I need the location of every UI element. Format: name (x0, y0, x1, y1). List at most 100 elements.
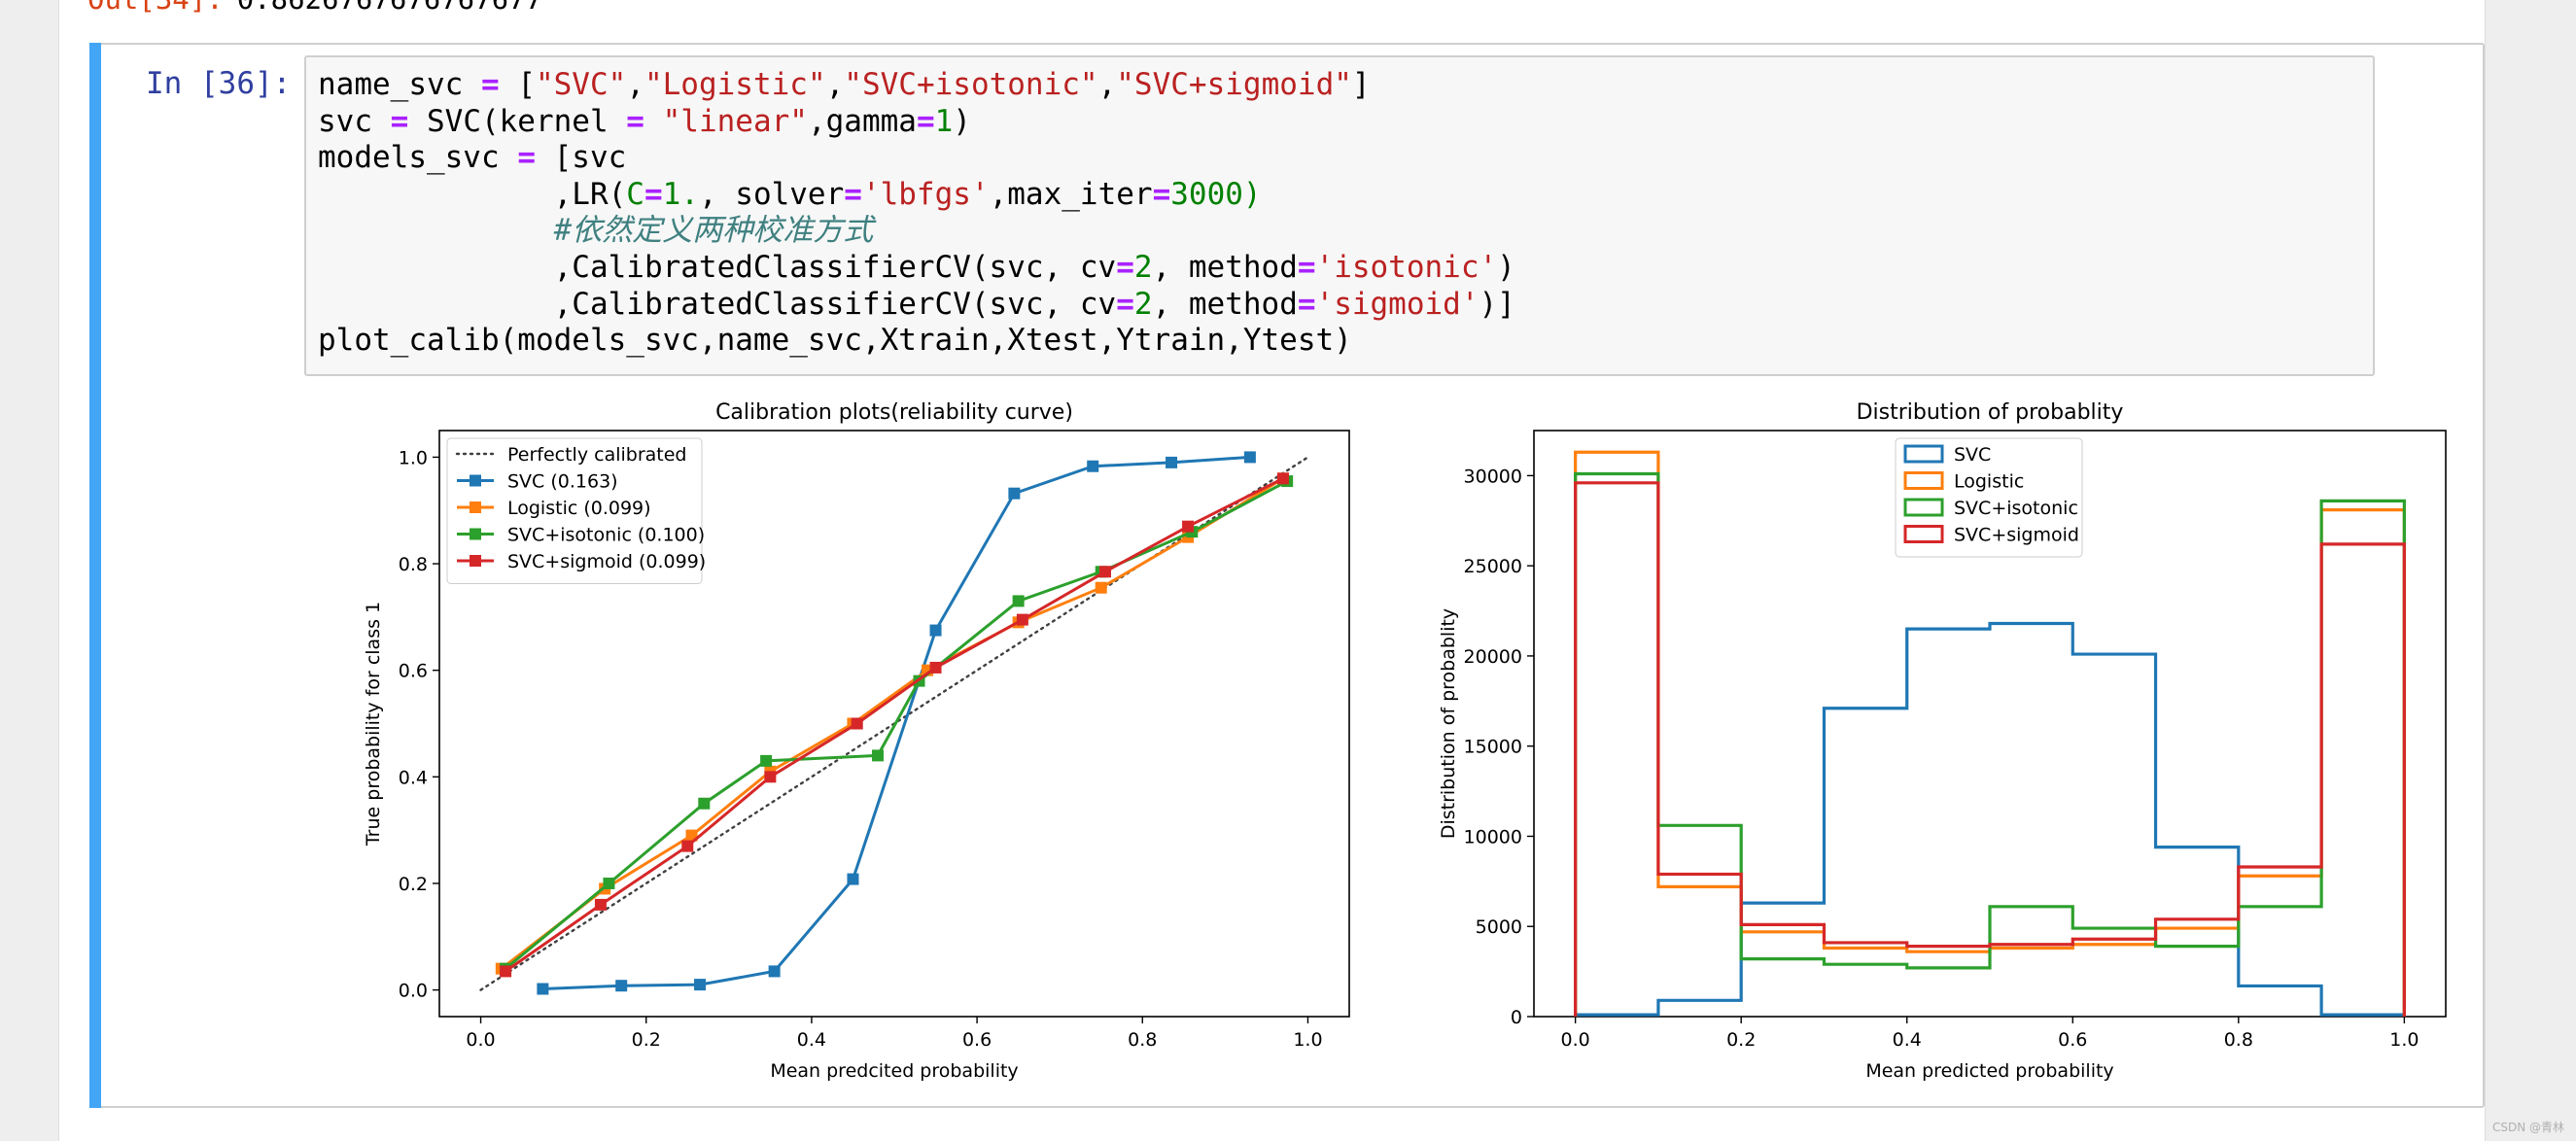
series-marker (1016, 613, 1028, 626)
histogram-series (1574, 471, 2406, 1017)
code-token: ,max_iter (989, 176, 1153, 212)
code-token: name_svc (318, 67, 481, 102)
code-token: , (825, 67, 845, 102)
histogram-series (1574, 621, 2406, 1017)
code-token: = (480, 67, 500, 102)
code-line: ,LR(C=1., solver='lbfgs',max_iter=3000) (318, 177, 1515, 214)
series-marker (1276, 472, 1289, 485)
code-token: 3000) (1170, 176, 1262, 212)
series-marker (1095, 581, 1107, 594)
y-tick-label: 0.2 (399, 874, 428, 895)
code-token: , (626, 67, 644, 102)
legend-marker (470, 474, 481, 487)
code-token: = (1297, 286, 1316, 322)
code-token: = (626, 103, 644, 139)
code-token: = (1297, 249, 1316, 285)
code-token: models_svc (318, 140, 518, 176)
x-tick-label: 0.6 (962, 1029, 992, 1051)
code-token: = (1116, 249, 1134, 285)
legend-marker (470, 528, 481, 540)
y-tick-label: 20000 (1464, 646, 1522, 668)
legend-swatch (1903, 498, 1944, 517)
legend-entry: SVC+isotonic (0.100) (507, 525, 705, 546)
series-marker (1087, 460, 1099, 472)
chart-1: Distribution of probablity Mean predicted… (1438, 400, 2447, 1082)
code-token: "SVC+isotonic" (844, 67, 1098, 102)
code-token: , method (1152, 249, 1298, 285)
code-token: = (1116, 286, 1134, 322)
legend-swatch (1903, 471, 1944, 490)
series-marker (537, 983, 549, 995)
series-marker (929, 624, 942, 637)
watermark: CSDN @青林 (2491, 1121, 2564, 1134)
legend-swatch (1903, 525, 1944, 543)
code-token: SVC(kernel (408, 103, 627, 139)
code-token: #依然定义两种校准方式 (553, 213, 874, 249)
series-line (542, 455, 1250, 990)
previous-output-label: Out[34]: (87, 0, 224, 16)
code-line: ,CalibratedClassifierCV(svc, cv=2, metho… (318, 250, 1515, 287)
legend-entry: Logistic (1954, 471, 2024, 493)
y-tick-label: 0.8 (399, 554, 428, 575)
x-tick-label: 0.0 (466, 1029, 495, 1051)
x-tick-label: 1.0 (2389, 1029, 2419, 1051)
code-token: = (844, 176, 862, 212)
code-token: = (1152, 176, 1171, 212)
series-marker (1012, 595, 1025, 607)
chart-legend: Perfectly calibrated SVC (0.163) Logistic … (446, 437, 706, 584)
series-marker (768, 965, 781, 978)
y-tick-label: 1.0 (399, 447, 428, 468)
legend-entry: SVC+sigmoid (0.099) (507, 551, 706, 572)
legend-entry: SVC (1954, 444, 1991, 466)
y-tick-label: 0 (1511, 1007, 1522, 1028)
x-tick-label: 0.6 (2058, 1029, 2087, 1051)
code-token: [ (499, 67, 536, 102)
previous-output-value: 0.8626767676767677 (237, 0, 542, 16)
code-token: 2 (1133, 286, 1153, 322)
code-line: ,CalibratedClassifierCV(svc, cv=2, metho… (318, 287, 1515, 324)
code-token: "linear" (662, 103, 808, 139)
legend-entry: SVC+sigmoid (1954, 525, 2079, 546)
code-text[interactable]: name_svc = ["SVC","Logistic","SVC+isoton… (318, 67, 1515, 360)
x-tick-label: 0.4 (1893, 1029, 1922, 1051)
y-tick-label: 10000 (1464, 826, 1522, 847)
x-tick-label: 0.2 (1726, 1029, 1756, 1051)
code-line: models_svc = [svc (318, 140, 1515, 177)
code-line: #依然定义两种校准方式 (318, 213, 1515, 250)
code-token: = (390, 103, 409, 139)
x-tick-label: 0.0 (1561, 1029, 1590, 1051)
previous-output: Out[34]: 0.8626767676767677 (87, 0, 542, 16)
chart-legend: SVC Logistic SVC+isotonic SVC+sigmoid (1895, 437, 2083, 558)
code-editor[interactable]: name_svc = ["SVC","Logistic","SVC+isoton… (304, 55, 2375, 376)
code-token: = (517, 140, 536, 176)
code-line: plot_calib(models_svc,name_svc,Xtrain,Xt… (318, 323, 1515, 360)
code-token: svc (318, 103, 391, 139)
series-line (505, 476, 1284, 973)
code-token: ) (953, 103, 971, 139)
series-marker (1166, 456, 1178, 468)
code-token: 1. (662, 176, 699, 212)
code-line: svc = SVC(kernel = "linear",gamma=1) (318, 104, 1515, 141)
code-token: ] (1351, 67, 1371, 102)
y-tick-label: 5000 (1476, 916, 1522, 938)
series-marker (760, 754, 773, 767)
series-marker (929, 661, 942, 674)
code-token: = (644, 176, 663, 212)
legend-entry: SVC (0.163) (507, 471, 618, 493)
y-axis-label: Distribution of probablity (1438, 608, 1459, 839)
code-token: "SVC" (535, 67, 627, 102)
series-marker (1243, 451, 1256, 464)
code-token: 2 (1133, 249, 1153, 285)
series-marker (500, 965, 512, 978)
code-token: ,LR( (318, 176, 627, 212)
code-token: 1 (934, 103, 954, 139)
code-token: [svc (535, 140, 627, 176)
code-token: ,CalibratedClassifierCV(svc, cv (318, 249, 1117, 285)
code-token: = (916, 103, 935, 139)
x-tick-label: 0.8 (2224, 1029, 2253, 1051)
series-marker (694, 979, 707, 991)
chart-0: Calibration plots(reliability curve) Mean… (363, 400, 1350, 1082)
series-marker (1008, 487, 1021, 500)
x-tick-label: 0.4 (797, 1029, 826, 1051)
